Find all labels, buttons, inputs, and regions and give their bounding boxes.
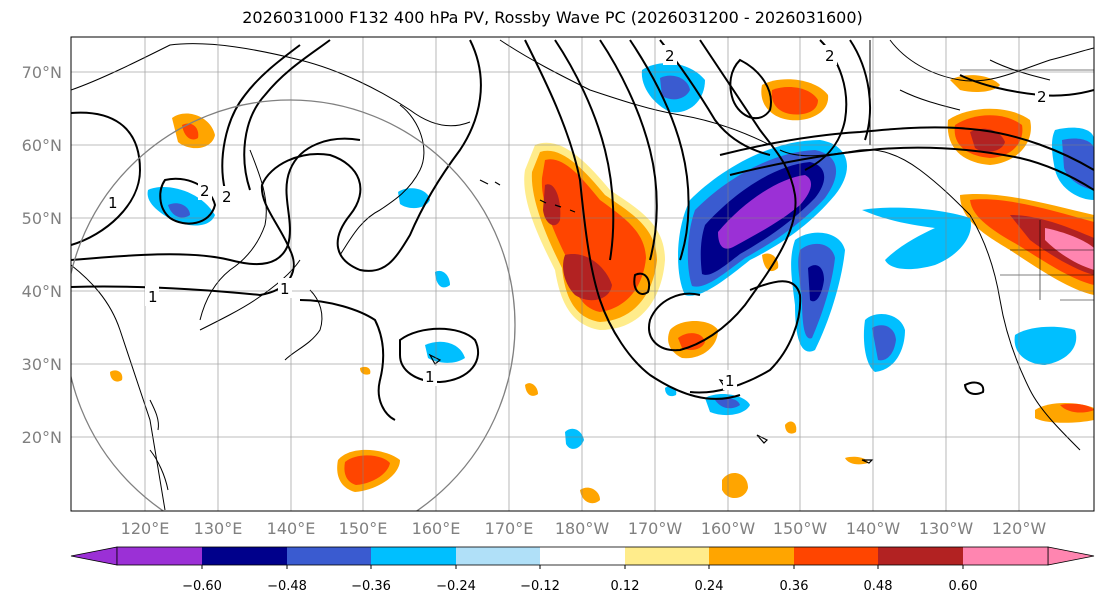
lat-label: 50°N (22, 209, 62, 228)
lat-label: 30°N (22, 355, 62, 374)
gridlines (71, 37, 1094, 511)
colorbar-segment (456, 547, 540, 565)
colorbar-tick-label: −0.48 (267, 579, 307, 594)
contour-label: 1 (108, 194, 118, 212)
latitude-labels: 70°N 60°N 50°N 40°N 30°N 20°N (22, 63, 62, 447)
colorbar-tick-label: 0.36 (780, 579, 809, 594)
lon-label: 140°E (267, 519, 316, 538)
contour-label: 2 (222, 188, 232, 206)
contour-label: 1 (280, 280, 290, 298)
colorbar-segment (878, 547, 963, 565)
positive-anomaly-fill (110, 75, 1094, 504)
lat-label: 40°N (22, 282, 62, 301)
colorbar-tick-label: −0.60 (182, 579, 222, 594)
pv-contours (71, 39, 1094, 421)
lon-label: 150°E (339, 519, 388, 538)
lat-label: 60°N (22, 136, 62, 155)
longitude-labels: 120°E 130°E 140°E 150°E 160°E 170°E 180°… (121, 519, 1047, 538)
lon-label: 170°E (485, 519, 534, 538)
colorbar-segment (117, 547, 202, 565)
colorbar-frame (116, 546, 1049, 566)
colorbar-segment (709, 547, 794, 565)
colorbar-tick-label: −0.24 (436, 579, 476, 594)
lon-label: 130°W (919, 519, 974, 538)
colorbar-min-extend (70, 546, 118, 566)
colorbar-tick-label: −0.36 (351, 579, 391, 594)
lon-label: 140°W (846, 519, 901, 538)
lon-label: 120°E (121, 519, 170, 538)
colorbar-tick-label: 0.60 (949, 579, 978, 594)
colorbar-tick-label: 0.48 (864, 579, 893, 594)
colorbar-max-extend (1047, 546, 1095, 566)
colorbar-segment (287, 547, 371, 565)
colorbar-segment (963, 547, 1048, 565)
region-circle (71, 99, 516, 511)
contour-label: 1 (148, 288, 158, 306)
colorbar-segment (202, 547, 287, 565)
colorbar-segment (371, 547, 456, 565)
colorbar-segment (625, 547, 709, 565)
lon-label: 180°W (555, 519, 610, 538)
colorbar: −0.60 −0.48 −0.36 −0.24 −0.12 0.12 0.24 0.36 0.4… (70, 546, 1095, 594)
lon-label: 160°E (412, 519, 461, 538)
colorbar-segment (540, 547, 625, 565)
colorbar-tick-label: −0.12 (520, 579, 560, 594)
map-title: 2026031000 F132 400 hPa PV, Rossby Wave … (242, 8, 863, 27)
map-border (70, 36, 1095, 512)
lat-label: 70°N (22, 63, 62, 82)
colorbar-tick-label: 0.12 (611, 579, 640, 594)
lon-label: 130°E (194, 519, 243, 538)
contour-label: 1 (725, 372, 735, 390)
lon-label: 160°W (701, 519, 756, 538)
contour-label: 2 (825, 47, 835, 65)
contour-label: 1 (425, 368, 435, 386)
contour-label: 2 (1037, 88, 1047, 106)
contour-labels: 1 2 1 1 2 1 2 2 1 2 (105, 45, 1049, 390)
lon-label: 170°W (628, 519, 683, 538)
lat-label: 20°N (22, 428, 62, 447)
contour-label: 2 (200, 182, 210, 200)
colorbar-segment (794, 547, 878, 565)
lon-label: 150°W (773, 519, 828, 538)
state-borders (960, 69, 1094, 301)
contour-label: 2 (665, 47, 675, 65)
colorbar-tick-label: 0.24 (695, 579, 724, 594)
lon-label: 120°W (992, 519, 1047, 538)
